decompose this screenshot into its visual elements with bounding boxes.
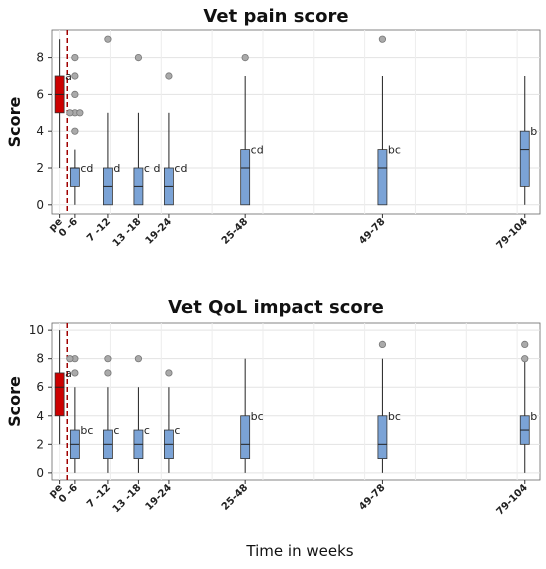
outlier-point [165,72,173,80]
group-letter-label: cd [251,144,264,157]
y-tick-label: 2 [36,437,44,451]
outlier-point [104,35,112,43]
outlier-point [66,355,74,363]
y-tick-label: 0 [36,198,44,212]
plot-frame [51,29,541,215]
group-letter-label: bc [251,410,264,423]
y-tick-label: 8 [36,51,44,65]
box [377,415,388,459]
outlier-point [71,127,79,135]
x-tick-label: 49-78 [357,216,387,246]
outlier-point [134,53,143,62]
outlier-point [76,109,84,117]
y-axis-label: Score [5,376,24,427]
group-letter-label: cd [174,162,187,175]
x-tick-label: 25-48 [220,482,250,512]
x-tick-label: 13 -18 [111,216,144,249]
y-tick-label: 6 [36,380,44,394]
y-tick-label: 4 [36,409,44,423]
qol-impact-score-panel: Vet QoL impact score Score 0246810apebc0… [5,297,541,518]
box [69,167,80,187]
chart-title: Vet pain score [203,6,348,27]
outlier-point [521,340,529,349]
x-tick-label: 25-48 [220,216,250,246]
x-tick-label: 7 -12 [85,482,113,510]
group-letter-label: cd [80,162,93,175]
group-letter-label: c [174,424,180,437]
x-axis-label: Time in weeks [245,542,353,560]
outlier-point [71,90,79,99]
plot-frame [51,322,541,481]
group-letter-label: bc [80,424,93,437]
x-tick-label: 13 -18 [111,482,144,515]
box [377,149,388,206]
outlier-point [66,109,74,117]
y-axis-label: Score [5,96,24,147]
box [519,130,530,187]
group-letter-label: c [144,424,150,437]
y-tick-label: 0 [36,466,44,480]
group-letter-label: bc [388,410,401,423]
outlier-point [71,369,79,377]
y-tick-label: 8 [36,352,44,366]
group-letter-label: c [113,424,119,437]
x-tick-label: 79-104 [495,482,530,517]
outlier-point [241,53,249,62]
outlier-point [104,369,112,377]
group-letter-label: d [113,162,120,175]
x-tick-label: 19-24 [144,482,174,512]
x-tick-label: 49-78 [357,482,387,512]
outlier-point [378,340,387,349]
outlier-point [521,355,529,363]
box [240,149,251,206]
box [54,372,65,417]
outlier-point [165,369,173,377]
outlier-point [378,35,387,43]
group-letter-label: b [530,125,537,138]
x-tick-label: 19-24 [144,216,174,246]
group-letter-label: c d [144,162,161,175]
y-tick-label: 10 [29,323,44,337]
x-tick-label: 79-104 [495,216,530,251]
group-letter-label: bc [388,144,401,157]
group-letter-label: a [65,70,72,83]
x-tick-label: 0 -6 [57,216,80,239]
box [240,415,251,459]
outlier-point [71,72,79,80]
outlier-point [104,355,112,363]
chart-title: Vet QoL impact score [168,297,384,318]
y-tick-label: 4 [36,124,44,138]
outlier-point [71,53,79,62]
x-tick-label: 7 -12 [85,216,113,244]
group-letter-label: a [65,367,72,380]
y-tick-label: 2 [36,161,44,175]
group-letter-label: b [530,410,537,423]
outlier-point [134,355,143,363]
y-tick-label: 6 [36,87,44,101]
x-tick-label: 0 -6 [57,482,80,505]
